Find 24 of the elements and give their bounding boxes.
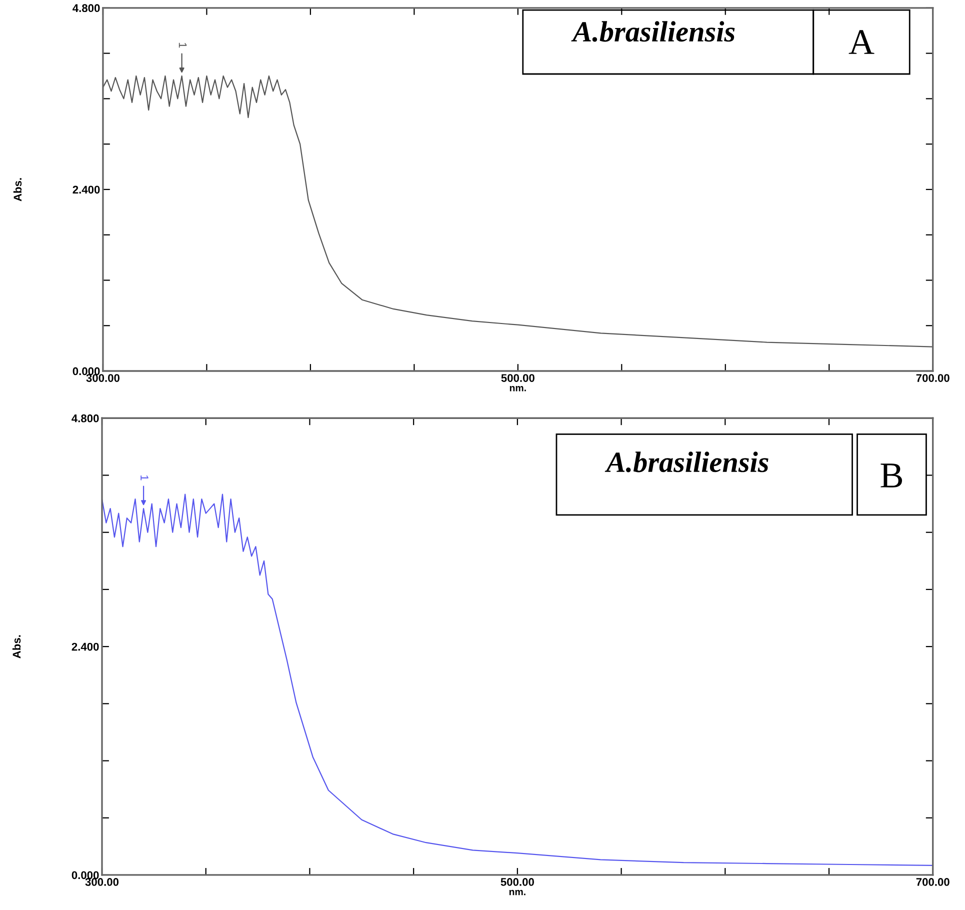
y-tick-label: 4.800 bbox=[72, 4, 100, 12]
annotation: 1 bbox=[140, 475, 148, 480]
x-tick-label: 300.00 bbox=[85, 878, 119, 886]
x-tick-label: 700.00 bbox=[916, 374, 950, 382]
annotation: B bbox=[880, 464, 902, 488]
x-tick-label: 700.00 bbox=[916, 878, 950, 886]
annotation: 1 bbox=[178, 42, 187, 48]
line-series bbox=[102, 494, 933, 866]
annotation: A bbox=[848, 30, 874, 54]
y-tick-label: 0.000 bbox=[72, 367, 100, 376]
x-tick-label: 500.00 bbox=[500, 878, 534, 886]
y-axis-title: Abs. bbox=[13, 178, 22, 202]
y-tick-label: 4.800 bbox=[72, 414, 99, 422]
x-axis-title: nm. bbox=[509, 890, 526, 896]
x-axis-title: nm. bbox=[510, 386, 526, 392]
annotation: A.brasiliensis bbox=[571, 21, 735, 42]
annotation: A.brasiliensis bbox=[604, 452, 768, 472]
y-tick-label: 0.000 bbox=[72, 871, 99, 880]
line-series bbox=[102, 75, 933, 348]
y-tick-label: 2.400 bbox=[72, 642, 99, 651]
x-tick-label: 500.00 bbox=[501, 374, 534, 382]
y-tick-label: 2.400 bbox=[72, 186, 100, 194]
y-axis-title: Abs. bbox=[12, 635, 21, 658]
x-tick-label: 300.00 bbox=[86, 374, 120, 382]
